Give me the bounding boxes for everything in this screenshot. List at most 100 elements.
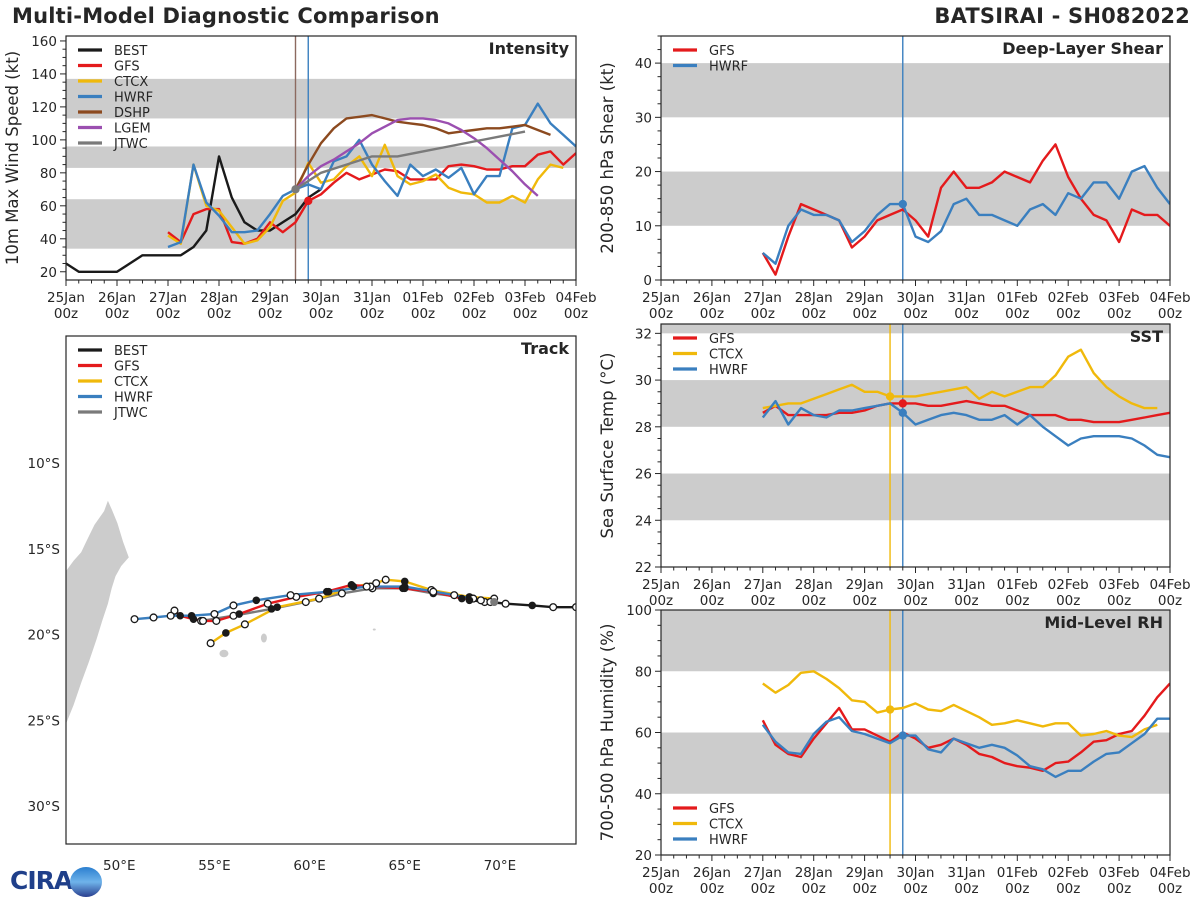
x-tick-label-date: 04Feb <box>555 290 596 306</box>
legend-label-ctcx: CTCX <box>709 348 743 363</box>
y-tick-label: 20 <box>635 165 652 181</box>
track-point-gfs <box>429 587 438 596</box>
x-tick-label-hour: 00z <box>751 881 775 897</box>
y-tick-label: 40 <box>635 787 652 803</box>
marker-ctcx <box>885 705 895 714</box>
x-tick-label-hour: 00z <box>1005 306 1029 322</box>
y-axis-label: 10m Max Wind Speed (kt) <box>3 51 22 265</box>
x-tick-label-hour: 00z <box>1005 881 1029 897</box>
x-tick-label-date: 01Feb <box>402 290 443 306</box>
y-tick-label: 26 <box>635 467 652 483</box>
x-tick-label-hour: 00z <box>700 881 724 897</box>
track-point-gfs <box>458 594 466 603</box>
x-tick-label-hour: 00z <box>852 306 876 322</box>
series-line-hwrf <box>167 102 576 249</box>
x-tick-label-hour: 00z <box>700 306 724 322</box>
legend-label-best: BEST <box>114 44 147 59</box>
series-group <box>66 102 576 273</box>
x-tick-label: 70°E <box>484 858 516 874</box>
cira-logo-text: CIRA <box>10 866 73 895</box>
x-tick-label-date: 01Feb <box>997 290 1038 306</box>
track-point-hwrf <box>400 582 409 591</box>
x-tick-label-date: 25Jan <box>642 577 680 593</box>
x-tick-label-hour: 00z <box>1107 593 1131 609</box>
x-tick-label-date: 27Jan <box>744 865 782 881</box>
y-tick-label: 32 <box>635 326 652 342</box>
y-tick-label: 60 <box>635 726 652 742</box>
legend-label-hwrf: HWRF <box>709 833 748 848</box>
x-tick-label-date: 28Jan <box>795 290 833 306</box>
track-point-hwrf <box>450 591 459 600</box>
track-point-best <box>549 603 558 612</box>
y-tick-label: 140 <box>31 67 57 83</box>
legend-label-gfs: GFS <box>709 332 735 347</box>
land-mauritius <box>260 633 267 643</box>
x-tick-label-hour: 00z <box>903 881 927 897</box>
legend-label-ctcx: CTCX <box>709 818 743 833</box>
track-point-ctcx <box>372 579 381 588</box>
x-tick-label-hour: 00z <box>513 306 537 322</box>
x-tick-label-hour: 00z <box>1056 306 1080 322</box>
x-tick-label-date: 25Jan <box>642 290 680 306</box>
storm-name: BATSIRAI - SH082022 <box>934 4 1190 28</box>
x-tick-label-hour: 00z <box>802 306 826 322</box>
track-point-hwrf <box>130 615 139 624</box>
x-tick-label-date: 31Jan <box>947 577 985 593</box>
series-line-ctcx <box>762 670 1158 739</box>
x-tick-label-date: 27Jan <box>744 577 782 593</box>
x-tick-label-date: 30Jan <box>897 577 935 593</box>
shaded-band <box>661 171 1170 226</box>
series-line-hwrf <box>761 399 1170 459</box>
x-tick-label-date: 01Feb <box>997 865 1038 881</box>
x-tick-label-date: 25Jan <box>47 290 85 306</box>
panel-title: SST <box>1130 327 1163 346</box>
y-tick-label: 30°S <box>28 799 61 815</box>
shaded-band <box>661 324 1170 334</box>
legend-label-gfs: GFS <box>114 60 140 75</box>
x-tick-label-date: 31Jan <box>947 290 985 306</box>
y-tick-label: 10°S <box>28 456 61 472</box>
x-tick-label-hour: 00z <box>411 306 435 322</box>
track-point-gfs <box>347 581 356 589</box>
legend-label-gfs: GFS <box>709 802 735 817</box>
x-tick-label-hour: 00z <box>954 881 978 897</box>
y-tick-label: 30 <box>635 110 652 126</box>
x-tick-label-date: 30Jan <box>302 290 340 306</box>
x-tick-label-date: 04Feb <box>1149 577 1190 593</box>
y-tick-label: 0 <box>643 273 652 289</box>
x-tick-label-date: 28Jan <box>795 865 833 881</box>
track-point-best <box>528 601 537 610</box>
series-line-ctcx <box>762 348 1158 410</box>
x-tick-label-date: 02Feb <box>1048 290 1089 306</box>
series-line-dshp <box>294 113 551 190</box>
y-tick-label: 60 <box>40 199 57 215</box>
track-point-hwrf <box>229 601 238 610</box>
x-tick-label-hour: 00z <box>954 306 978 322</box>
y-tick-label: 120 <box>31 100 57 116</box>
x-tick-label-hour: 00z <box>954 593 978 609</box>
map-group <box>66 500 576 724</box>
x-tick-label-hour: 00z <box>649 593 673 609</box>
y-tick-label: 20°S <box>28 628 61 644</box>
y-tick-label: 160 <box>31 34 57 50</box>
x-tick-label-date: 29Jan <box>251 290 289 306</box>
sst-panel: 22242628303225Jan00z26Jan00z27Jan00z28Ja… <box>598 323 1191 609</box>
track-point-ctcx <box>273 603 282 611</box>
y-tick-label: 80 <box>635 664 652 680</box>
series-group <box>761 670 1170 779</box>
legend-label-ctcx: CTCX <box>114 75 148 90</box>
x-tick-label-hour: 00z <box>1056 881 1080 897</box>
track-point-gfs <box>263 599 272 608</box>
y-tick-label: 20 <box>635 848 652 864</box>
marker-ctcx <box>885 392 895 401</box>
x-tick-label-hour: 00z <box>751 306 775 322</box>
legend-label-hwrf: HWRF <box>114 91 153 106</box>
y-axis-label: Sea Surface Temp (°C) <box>598 353 617 539</box>
x-tick-label-hour: 00z <box>105 306 129 322</box>
x-tick-label-hour: 00z <box>802 881 826 897</box>
x-tick-label: 50°E <box>103 858 135 874</box>
